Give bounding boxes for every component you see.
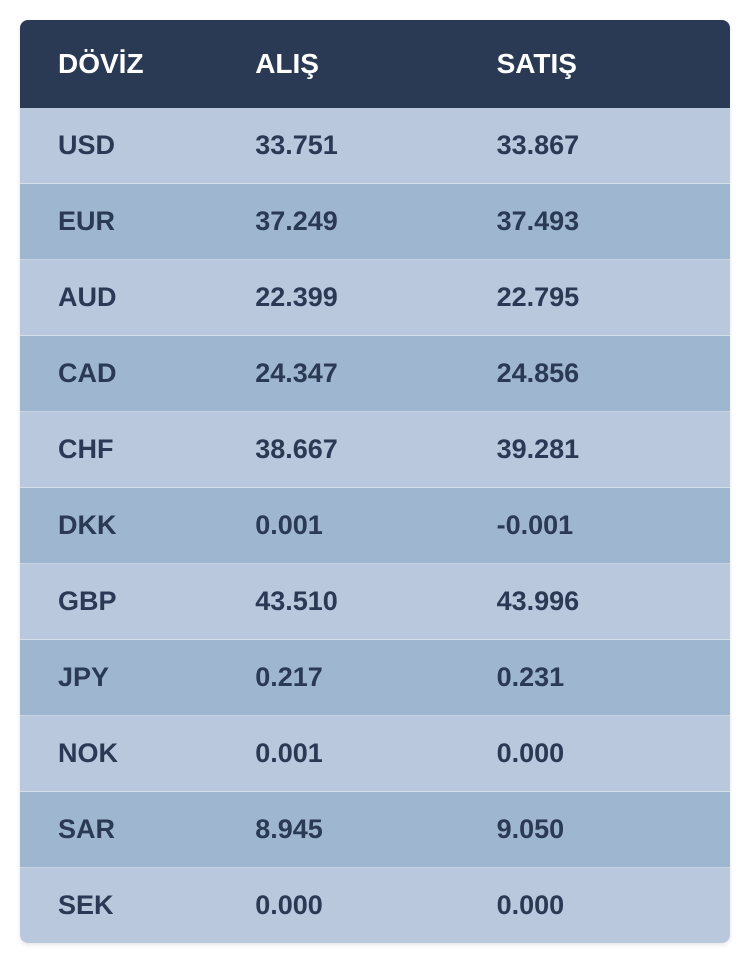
table-header: DÖVİZ ALIŞ SATIŞ <box>20 20 730 108</box>
currency-table: DÖVİZ ALIŞ SATIŞ USD33.75133.867EUR37.24… <box>20 20 730 943</box>
cell-sell: 39.281 <box>489 434 730 465</box>
table-body: USD33.75133.867EUR37.24937.493AUD22.3992… <box>20 108 730 943</box>
cell-currency: JPY <box>20 662 247 693</box>
cell-currency: USD <box>20 130 247 161</box>
cell-sell: 43.996 <box>489 586 730 617</box>
cell-buy: 0.001 <box>247 738 488 769</box>
cell-sell: 22.795 <box>489 282 730 313</box>
table-row: SEK0.0000.000 <box>20 868 730 943</box>
cell-buy: 0.217 <box>247 662 488 693</box>
table-row: NOK0.0010.000 <box>20 716 730 792</box>
cell-buy: 0.001 <box>247 510 488 541</box>
cell-currency: CAD <box>20 358 247 389</box>
cell-buy: 37.249 <box>247 206 488 237</box>
cell-currency: CHF <box>20 434 247 465</box>
cell-currency: NOK <box>20 738 247 769</box>
cell-currency: SEK <box>20 890 247 921</box>
table-row: AUD22.39922.795 <box>20 260 730 336</box>
table-row: SAR8.9459.050 <box>20 792 730 868</box>
table-row: DKK0.001-0.001 <box>20 488 730 564</box>
cell-sell: 0.000 <box>489 738 730 769</box>
cell-sell: 0.000 <box>489 890 730 921</box>
cell-sell: -0.001 <box>489 510 730 541</box>
header-buy: ALIŞ <box>247 48 488 80</box>
cell-currency: SAR <box>20 814 247 845</box>
table-row: GBP43.51043.996 <box>20 564 730 640</box>
cell-buy: 24.347 <box>247 358 488 389</box>
cell-sell: 9.050 <box>489 814 730 845</box>
cell-currency: GBP <box>20 586 247 617</box>
cell-currency: EUR <box>20 206 247 237</box>
cell-currency: AUD <box>20 282 247 313</box>
header-sell: SATIŞ <box>489 48 730 80</box>
table-row: CAD24.34724.856 <box>20 336 730 412</box>
cell-buy: 43.510 <box>247 586 488 617</box>
table-row: EUR37.24937.493 <box>20 184 730 260</box>
cell-buy: 33.751 <box>247 130 488 161</box>
table-row: JPY0.2170.231 <box>20 640 730 716</box>
cell-buy: 22.399 <box>247 282 488 313</box>
header-currency: DÖVİZ <box>20 48 247 80</box>
cell-sell: 37.493 <box>489 206 730 237</box>
cell-sell: 33.867 <box>489 130 730 161</box>
cell-buy: 0.000 <box>247 890 488 921</box>
table-row: USD33.75133.867 <box>20 108 730 184</box>
cell-buy: 38.667 <box>247 434 488 465</box>
cell-sell: 0.231 <box>489 662 730 693</box>
cell-currency: DKK <box>20 510 247 541</box>
cell-sell: 24.856 <box>489 358 730 389</box>
table-row: CHF38.66739.281 <box>20 412 730 488</box>
cell-buy: 8.945 <box>247 814 488 845</box>
